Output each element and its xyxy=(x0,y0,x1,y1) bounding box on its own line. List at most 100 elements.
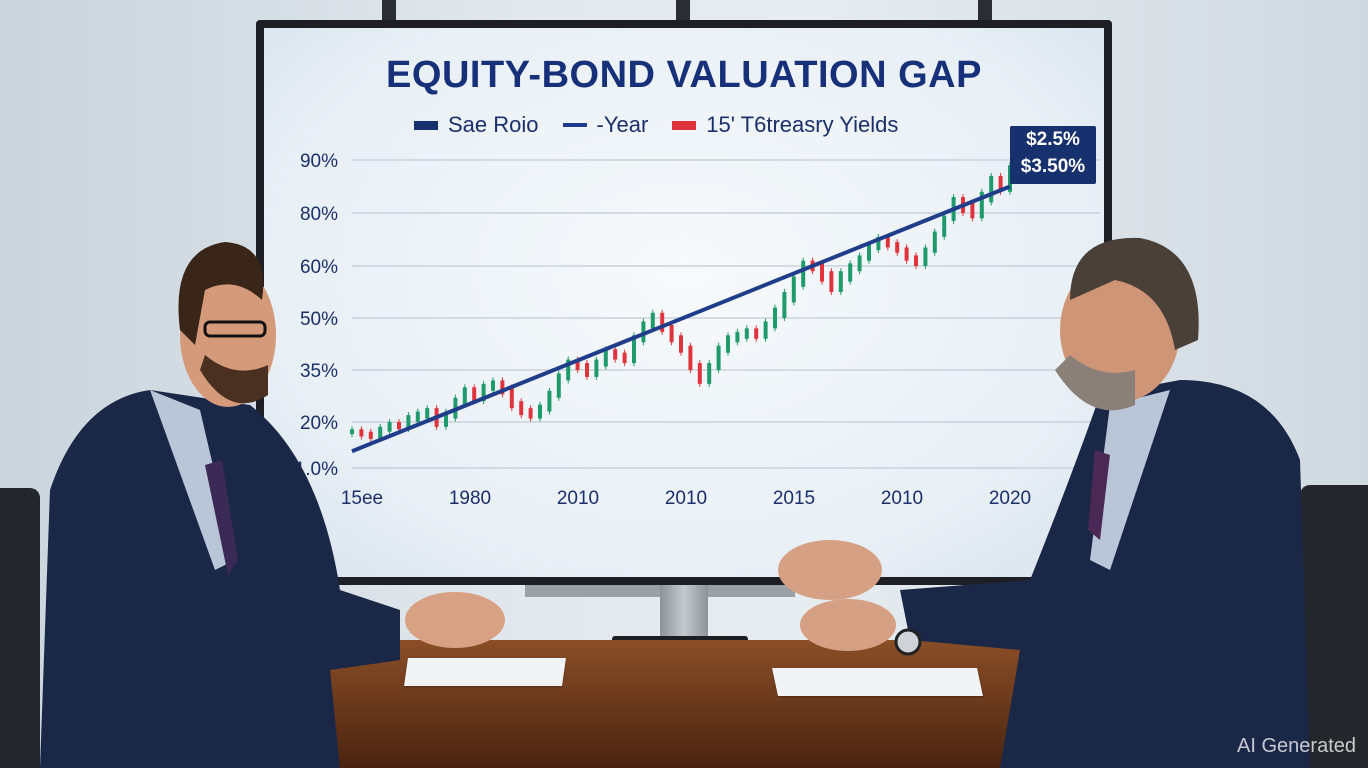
watermark: AI Generated xyxy=(1237,735,1356,757)
candle xyxy=(500,380,505,395)
person-right xyxy=(778,237,1310,768)
chart-legend: Sae Roio -Year 15' T6treasry Yields xyxy=(414,112,898,138)
candle xyxy=(998,175,1003,192)
candle xyxy=(829,271,834,292)
x-tick-label: 2020 xyxy=(989,488,1031,509)
candle xyxy=(566,359,571,381)
candle xyxy=(425,408,430,419)
monitor-screen: EQUITY-BOND VALUATION GAP Sae Roio -Year… xyxy=(264,28,1104,577)
candle xyxy=(660,312,665,332)
candle xyxy=(782,292,787,318)
chart-title: EQUITY-BOND VALUATION GAP xyxy=(386,54,982,96)
candle xyxy=(688,345,693,370)
y-tick-label: 20% xyxy=(300,413,338,434)
candle xyxy=(462,387,467,405)
y-tick-label: 80% xyxy=(300,204,338,225)
candle xyxy=(556,373,561,398)
y-tick-label: 1.0% xyxy=(295,459,338,480)
y-tick-label: 90% xyxy=(300,151,338,172)
candle xyxy=(359,429,364,437)
candle xyxy=(735,331,740,343)
candle xyxy=(415,411,420,422)
candle xyxy=(547,390,552,412)
candle xyxy=(754,328,759,339)
legend-swatch xyxy=(414,120,438,130)
wall-mount xyxy=(382,0,396,22)
candle xyxy=(472,387,477,402)
candle xyxy=(857,255,862,272)
candle xyxy=(622,352,627,364)
legend-label: 15' T6treasry Yields xyxy=(706,112,899,137)
monitor-stand xyxy=(660,585,708,640)
candle xyxy=(368,431,373,439)
candle xyxy=(650,312,655,329)
candle xyxy=(989,175,994,203)
legend-label: Sae Roio xyxy=(448,112,539,137)
y-tick-label: 50% xyxy=(300,309,338,330)
candle xyxy=(932,231,937,253)
candle xyxy=(603,349,608,367)
candle xyxy=(801,260,806,287)
candle xyxy=(481,383,486,402)
candle xyxy=(820,263,824,282)
candle xyxy=(575,359,580,370)
candle xyxy=(970,202,975,219)
candle xyxy=(669,324,674,343)
callout-value: $2.5% xyxy=(1026,129,1080,150)
legend-label: -Year xyxy=(596,112,649,137)
legend-swatch xyxy=(562,123,587,127)
candle xyxy=(867,244,871,261)
candle xyxy=(979,191,984,219)
candle xyxy=(378,426,383,439)
candle xyxy=(763,321,768,339)
y-tick-label: 35% xyxy=(300,361,338,382)
chart-plot: 90% 80% 60% 50% 35% 20% 1.0%15ee 1980 2010 2010 20… xyxy=(295,151,1100,509)
candle xyxy=(538,404,542,419)
candle xyxy=(444,411,448,427)
legend-swatch xyxy=(672,120,697,130)
candle xyxy=(838,271,843,292)
candle xyxy=(876,236,881,251)
candle xyxy=(895,242,900,253)
candle xyxy=(914,255,918,266)
candle xyxy=(491,380,495,391)
callout-value: $3.50% xyxy=(1020,156,1086,177)
candle xyxy=(679,335,683,353)
candle xyxy=(509,387,514,409)
candle xyxy=(923,247,928,266)
candle xyxy=(406,415,411,430)
x-tick-label: 15ee xyxy=(341,488,383,509)
candle xyxy=(707,363,712,384)
chair xyxy=(1300,485,1368,768)
candle xyxy=(904,247,909,261)
x-tick-label: 2010 xyxy=(557,488,599,509)
person-left xyxy=(40,242,505,768)
candle xyxy=(716,345,721,370)
candle xyxy=(594,359,599,377)
y-tick-label: 60% xyxy=(300,257,338,278)
trend-line xyxy=(351,184,1011,454)
candle xyxy=(848,263,853,282)
candle xyxy=(632,335,636,364)
candle xyxy=(791,276,796,303)
candle xyxy=(613,349,618,360)
candle xyxy=(744,328,749,339)
candle xyxy=(726,335,730,353)
candle xyxy=(942,215,947,237)
candle xyxy=(519,401,524,416)
x-tick-label: 2010 xyxy=(665,488,707,509)
candle xyxy=(528,408,533,419)
wall-mount xyxy=(676,0,690,22)
chair xyxy=(0,488,40,768)
candle xyxy=(350,429,354,435)
x-tick-label: 2010 xyxy=(881,488,923,509)
wall-mount xyxy=(978,0,992,22)
candle xyxy=(387,422,392,432)
candle xyxy=(585,363,589,377)
x-tick-label: 2015 xyxy=(773,488,815,509)
candle xyxy=(697,363,702,384)
x-tick-label: 1980 xyxy=(449,488,491,509)
candle xyxy=(773,307,777,329)
candle xyxy=(397,422,401,430)
value-callout: $2.5% $3.50% xyxy=(1010,126,1096,184)
